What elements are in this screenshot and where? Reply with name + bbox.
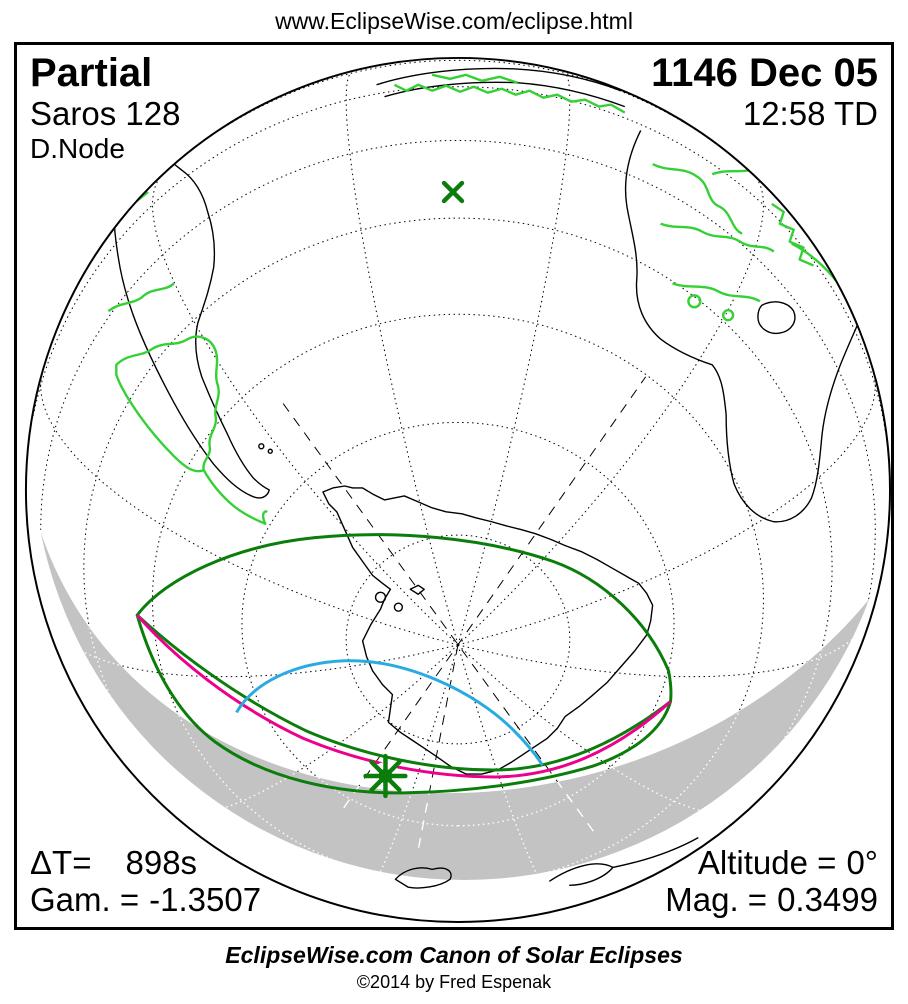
gamma-label: Gam. = <box>30 881 140 919</box>
north-limb-borders-2 <box>431 73 518 84</box>
southeast-coast-limb <box>548 836 699 886</box>
antarctic-island <box>409 584 425 595</box>
map-frame: Partial Saros 128 D.Node 1146 Dec 05 12:… <box>14 42 894 930</box>
globe-limb <box>24 56 891 923</box>
africa-borders-3 <box>672 282 761 303</box>
eclipse-curves <box>135 533 673 795</box>
antarctica-coastline <box>322 485 654 775</box>
eclipse-type-label: Partial <box>30 51 153 95</box>
africa-borders-4 <box>711 161 799 176</box>
greatest-eclipse-marker <box>363 753 408 799</box>
copyright: ©2014 by Fred Espenak <box>356 972 552 992</box>
eclipse-time: 12:58 TD <box>742 94 878 132</box>
madagascar <box>757 301 796 335</box>
altitude-label: Altitude = <box>697 844 837 882</box>
south-america-coastline <box>112 151 270 499</box>
africa-borders-5 <box>791 242 865 322</box>
sunrise-sunset-curve <box>136 614 672 779</box>
canon-title: EclipseWise.com Canon of Solar Eclipses <box>225 942 683 968</box>
lake-outline <box>721 309 735 322</box>
eclipse-date: 1146 Dec 05 <box>651 51 878 95</box>
sub-solar-x-marker <box>441 180 465 204</box>
eclipse-info-top-right: 1146 Dec 05 12:58 TD <box>651 51 878 133</box>
eclipse-info-top-left: Partial Saros 128 D.Node <box>30 51 180 164</box>
eclipse-info-bottom-right: Altitude = 0° Mag. = 0.3499 <box>665 844 878 919</box>
altitude-value: 0° <box>846 844 878 882</box>
node-label: D.Node <box>30 132 125 164</box>
eclipse-info-bottom-left: ΔT= 898s Gam. = -1.3507 <box>30 844 262 919</box>
page-url-title: www.EclipseWise.com/eclipse.html <box>275 8 633 34</box>
falkland-islands <box>267 448 273 454</box>
africa-limb-band-2 <box>727 127 879 253</box>
globe-map <box>24 56 891 923</box>
lake-outline <box>687 294 702 309</box>
north-limb-borders <box>393 83 626 114</box>
africa-borders-6 <box>771 202 815 267</box>
africa-coastline <box>624 130 880 523</box>
gamma-value: -1.3507 <box>149 881 262 919</box>
falkland-islands <box>258 443 265 450</box>
south-america-border-north <box>107 282 175 313</box>
night-shading <box>40 532 870 880</box>
antarctic-island <box>393 602 404 612</box>
max-eclipse-horizon-curve <box>235 659 544 766</box>
north-limb-coastline <box>376 67 626 108</box>
south-island-group <box>394 867 452 889</box>
magnitude-label: Mag. = <box>665 881 768 919</box>
africa-borders-1 <box>652 163 743 235</box>
delta-t-label: ΔT= <box>30 844 92 882</box>
andes-border <box>202 469 268 525</box>
saros-label: Saros 128 <box>30 94 181 132</box>
delta-t-value: 898s <box>125 844 198 882</box>
africa-borders-2 <box>660 222 775 253</box>
central-america-limb-2 <box>111 191 149 221</box>
magnitude-value: 0.3499 <box>777 881 878 919</box>
antarctic-island <box>374 591 387 603</box>
south-america-borders <box>115 335 220 473</box>
